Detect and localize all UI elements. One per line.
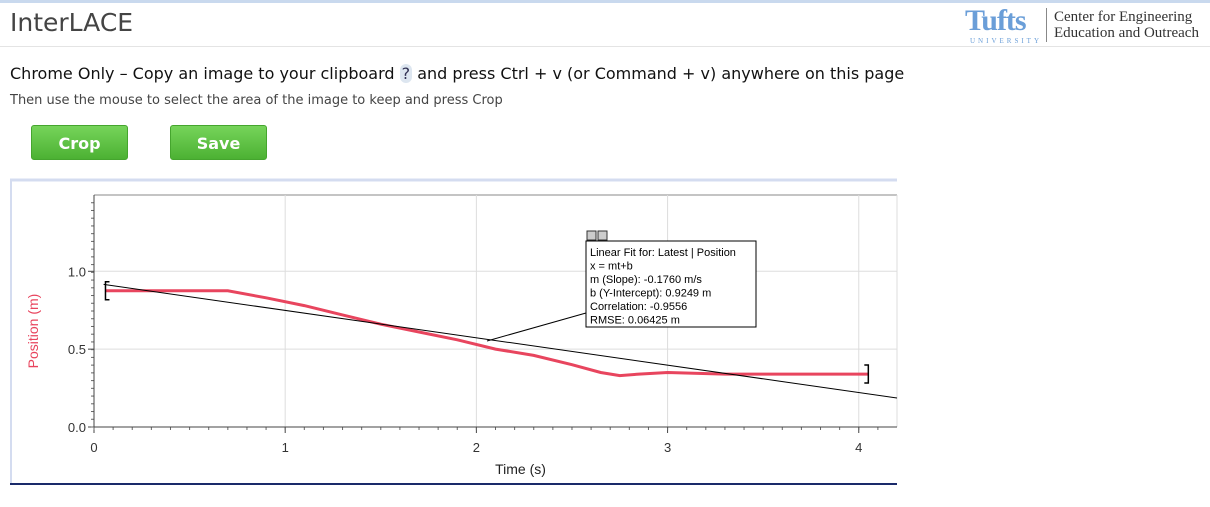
top-bar xyxy=(0,0,1210,3)
bracket xyxy=(104,281,110,301)
annotation-line: b (Y-Intercept): 0.9249 m xyxy=(590,288,711,300)
x-tick-label: 3 xyxy=(664,440,671,455)
help-icon[interactable]: ? xyxy=(399,64,413,83)
y-tick-label: 0.0 xyxy=(68,420,86,435)
data-line xyxy=(105,289,869,378)
app-title: InterLACE xyxy=(10,8,134,37)
save-button[interactable]: Save xyxy=(170,125,267,160)
sub-instruction: Then use the mouse to select the area of… xyxy=(10,93,503,108)
min-icon[interactable] xyxy=(597,230,608,241)
instruction: Chrome Only – Copy an image to your clip… xyxy=(10,64,904,83)
annotation-pointer xyxy=(486,312,587,342)
close-icon[interactable] xyxy=(586,230,597,241)
logo-separator xyxy=(1046,8,1047,42)
text: and press Ctrl + v (or Command + v) anyw… xyxy=(417,64,905,83)
bracket xyxy=(864,364,870,384)
annotation-line: RMSE: 0.06425 m xyxy=(590,315,680,327)
annotation-box xyxy=(585,240,757,328)
annotation-line: m (Slope): -0.1760 m/s xyxy=(590,274,702,286)
org-name: Center for Engineering Education and Outr… xyxy=(1054,9,1199,41)
chart-frame xyxy=(10,180,897,484)
header-divider xyxy=(0,46,1210,47)
x-axis-label: Time (s) xyxy=(495,461,546,477)
x-tick-label: 0 xyxy=(90,440,97,455)
logo-sub: UNIVERSITY xyxy=(970,37,1042,45)
annotation-line: x = mt+b xyxy=(590,261,633,273)
y-tick-label: 1.0 xyxy=(68,264,86,279)
annotation-line: Linear Fit for: Latest | Position xyxy=(590,247,736,259)
fit-line xyxy=(103,283,898,399)
x-tick-label: 4 xyxy=(855,440,862,455)
org-line: Education and Outreach xyxy=(1054,25,1199,41)
plot: 0.0 0.5 1.0 0 1 2 3 4 Time (s) Position (m) Linear… xyxy=(25,194,898,477)
x-tick-label: 1 xyxy=(282,440,289,455)
x-tick-label: 2 xyxy=(473,440,480,455)
annotation-line: Correlation: -0.9556 xyxy=(590,301,687,313)
text: Chrome Only – Copy an image to your clip… xyxy=(10,64,395,83)
y-tick-label: 0.5 xyxy=(68,342,86,357)
crop-button[interactable]: Crop xyxy=(31,125,128,160)
logo[interactable]: Tufts xyxy=(965,4,1027,37)
y-axis-label: Position (m) xyxy=(25,294,41,369)
org-line: Center for Engineering xyxy=(1054,9,1193,25)
